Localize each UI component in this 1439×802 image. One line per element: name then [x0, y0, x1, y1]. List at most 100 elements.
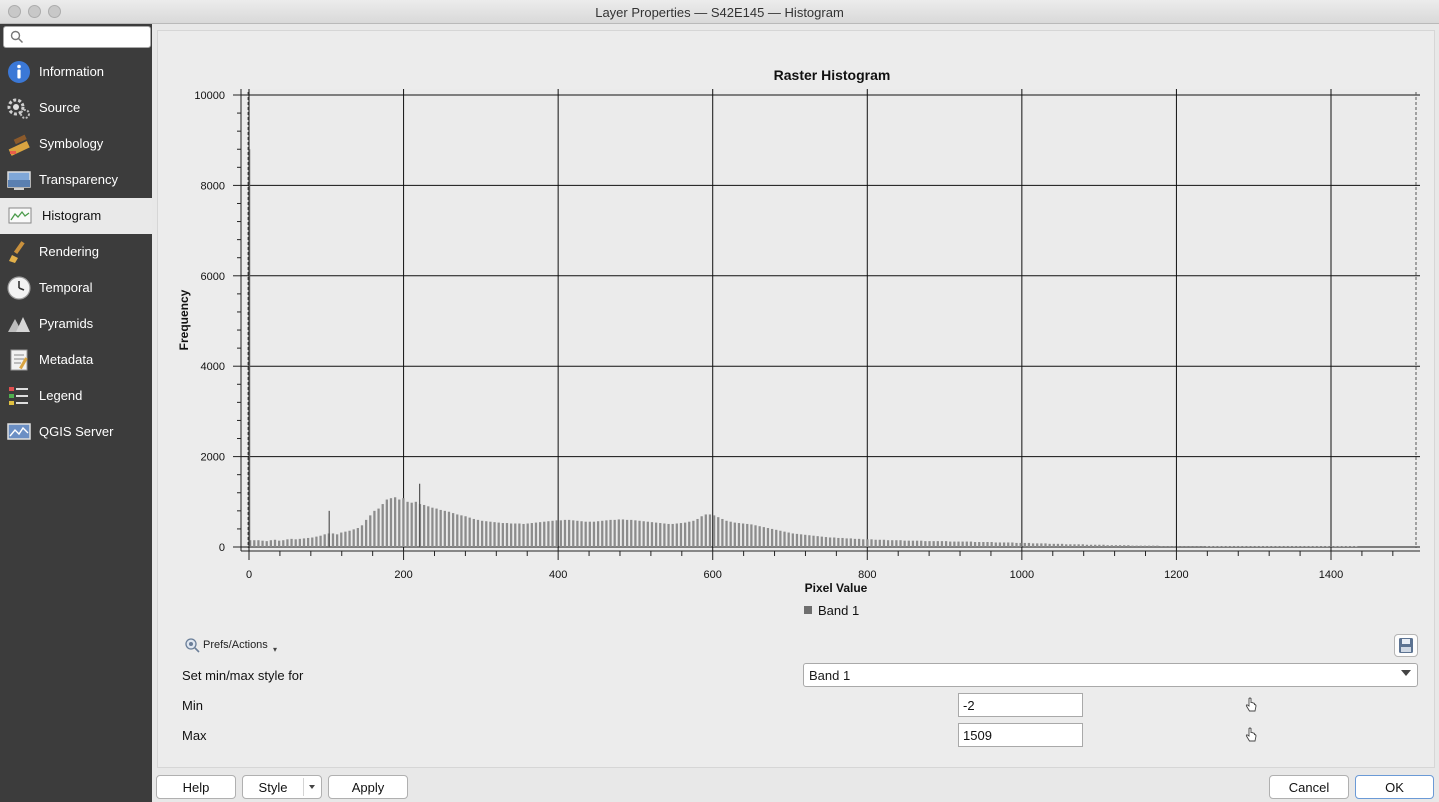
y-tick-label: 4000 — [201, 361, 225, 373]
max-label: Max — [182, 728, 207, 743]
histogram-bar — [1098, 544, 1101, 547]
histogram-bar — [1048, 543, 1051, 547]
sidebar-item-symbology[interactable]: Symbology — [0, 126, 152, 162]
histogram-bar — [1176, 546, 1180, 547]
x-tick-label: 800 — [858, 569, 876, 581]
histogram-bar — [820, 536, 823, 547]
close-window-button[interactable] — [8, 5, 21, 18]
sidebar-item-label: QGIS Server — [39, 424, 114, 439]
histogram-bar — [1056, 543, 1060, 547]
histogram-bar — [671, 523, 674, 547]
histogram-bar — [456, 514, 459, 547]
histogram-bar — [688, 521, 691, 547]
sidebar-item-label: Symbology — [39, 136, 104, 151]
histogram-bar — [286, 539, 289, 547]
histogram-bar — [547, 521, 550, 547]
histogram-bar — [319, 535, 322, 547]
sidebar-item-temporal[interactable]: Temporal — [0, 270, 152, 306]
band-select[interactable]: Band 1 — [803, 663, 1418, 687]
histogram-bar — [998, 542, 1002, 547]
histogram-bar — [543, 521, 546, 547]
sidebar-item-metadata[interactable]: Metadata — [0, 342, 152, 378]
y-axis-label: Frequency — [177, 289, 191, 350]
histogram-bar — [1123, 545, 1126, 547]
histogram-bar — [733, 522, 736, 547]
save-histogram-button[interactable] — [1394, 634, 1418, 657]
histogram-bar — [344, 531, 347, 547]
style-button[interactable]: Style — [242, 775, 322, 799]
histogram-bar — [828, 537, 832, 547]
histogram-bar — [1143, 545, 1147, 547]
sidebar-item-histogram[interactable]: Histogram — [0, 198, 152, 234]
histogram-bar — [692, 520, 695, 547]
ok-button[interactable]: OK — [1355, 775, 1434, 799]
symbology-icon — [8, 134, 30, 156]
histogram-bar — [1044, 543, 1047, 547]
apply-button[interactable]: Apply — [328, 775, 408, 799]
transparency-icon — [7, 171, 31, 190]
style-dropdown-arrow[interactable] — [303, 778, 321, 796]
histogram-bar — [584, 521, 587, 547]
histogram-bar — [949, 541, 952, 547]
sidebar-item-rendering[interactable]: Rendering — [0, 234, 152, 270]
hand-pointer-icon[interactable] — [1244, 727, 1258, 743]
histogram-bar — [613, 519, 616, 547]
histogram-bar — [298, 538, 301, 547]
histogram-bar — [249, 149, 251, 548]
histogram-bar — [721, 518, 724, 547]
y-tick-label: 8000 — [201, 180, 225, 192]
histogram-bar — [514, 523, 517, 547]
help-button[interactable]: Help — [156, 775, 236, 799]
histogram-bar — [497, 522, 500, 547]
max-input[interactable] — [958, 723, 1083, 747]
histogram-bar — [1160, 546, 1163, 547]
min-input[interactable] — [958, 693, 1083, 717]
sidebar-item-legend[interactable]: Legend — [0, 378, 152, 414]
sidebar-item-qgis-server[interactable]: QGIS Server — [0, 414, 152, 450]
histogram-bar — [1094, 544, 1097, 547]
histogram-bar — [799, 534, 803, 547]
search-input[interactable] — [26, 28, 146, 46]
histogram-bar — [899, 540, 902, 547]
histogram-bar — [712, 515, 716, 547]
histogram-bar — [592, 521, 596, 547]
histogram-bar — [1065, 544, 1068, 547]
histogram-bar — [419, 483, 421, 547]
style-button-label: Style — [258, 780, 288, 795]
histogram-bar — [862, 539, 865, 547]
x-tick-label: 200 — [394, 569, 412, 581]
histogram-bar — [356, 528, 359, 547]
sidebar-item-source[interactable]: Source — [0, 90, 152, 126]
sidebar-item-label: Temporal — [39, 280, 93, 295]
histogram-bar — [282, 540, 285, 547]
cancel-button[interactable]: Cancel — [1269, 775, 1349, 799]
histogram-bar — [460, 515, 463, 547]
histogram-bar — [596, 521, 600, 547]
histogram-bar — [605, 520, 608, 547]
sidebar-item-transparency[interactable]: Transparency — [0, 162, 152, 198]
minimize-window-button[interactable] — [28, 5, 41, 18]
histogram-bar — [1164, 546, 1167, 547]
histogram-bar — [534, 522, 538, 547]
histogram-bar — [1052, 543, 1055, 547]
sidebar-item-label: Pyramids — [39, 316, 94, 331]
histogram-bar — [294, 539, 297, 547]
histogram-bar — [758, 526, 761, 547]
zoom-window-button[interactable] — [48, 5, 61, 18]
histogram-bar — [812, 535, 815, 547]
histogram-bar — [700, 516, 703, 547]
histogram-bar — [522, 523, 525, 547]
minmax-style-label: Set min/max style for — [182, 668, 304, 683]
y-axis-ticks: 0 2000 4000 6000 8000 10000 — [194, 90, 241, 554]
search-box[interactable] — [3, 26, 151, 48]
histogram-bar — [393, 497, 397, 547]
hand-pointer-icon[interactable] — [1244, 697, 1258, 713]
histogram-bar — [427, 506, 430, 547]
sidebar-item-pyramids[interactable]: Pyramids — [0, 306, 152, 342]
histogram-bar — [667, 523, 670, 547]
histogram-bar — [572, 520, 575, 547]
histogram-bar — [1168, 546, 1171, 547]
y-tick-label: 2000 — [201, 452, 225, 464]
sidebar-item-information[interactable]: Information — [0, 54, 152, 90]
histogram-bar — [928, 541, 931, 547]
